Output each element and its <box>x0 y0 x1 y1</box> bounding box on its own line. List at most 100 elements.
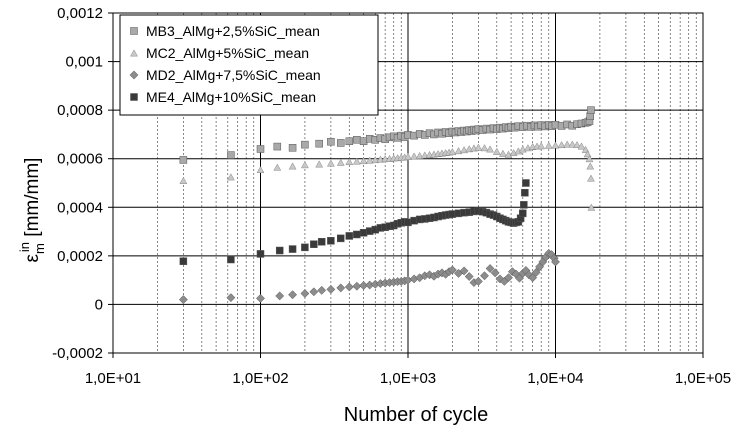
data-point <box>557 140 566 149</box>
data-point <box>326 159 335 167</box>
data-point <box>345 137 354 145</box>
data-point <box>344 282 354 292</box>
legend-marker <box>129 70 139 80</box>
y-axis-unit: [mm/mm] <box>22 158 43 242</box>
x-axis-label: Number of cycle <box>344 404 489 426</box>
data-point <box>492 147 501 155</box>
data-point <box>337 234 345 243</box>
data-point <box>352 157 361 165</box>
legend-item: MB3_AlMg+2,5%SiC_mean <box>130 23 320 39</box>
y-tick-label: 0,0006 <box>57 151 103 168</box>
data-point <box>521 188 529 197</box>
series-1 <box>179 106 595 164</box>
data-point <box>587 203 596 211</box>
series-layer <box>178 106 596 305</box>
data-point <box>524 270 534 280</box>
y-tick-label: 0 <box>95 296 103 313</box>
data-point <box>317 285 327 295</box>
data-point <box>371 156 380 164</box>
data-point <box>485 264 495 273</box>
data-point <box>326 284 336 294</box>
data-point <box>473 276 483 286</box>
data-point <box>315 160 324 168</box>
y-axis-subscript: m <box>32 243 47 254</box>
data-point <box>454 147 463 155</box>
data-point <box>459 266 469 276</box>
data-point <box>365 156 374 164</box>
data-point <box>587 174 595 182</box>
data-point <box>464 272 474 281</box>
data-point <box>226 293 236 303</box>
data-point <box>528 273 538 283</box>
data-point <box>504 273 513 283</box>
data-point <box>179 257 188 265</box>
y-axis-label: εmin [mm/mm] <box>17 158 47 263</box>
data-point <box>301 140 309 149</box>
x-tick-label: 1,0E+01 <box>85 370 141 387</box>
legend-label: MD2_AlMg+7,5%SiC_mean <box>146 67 321 83</box>
data-point <box>448 148 457 156</box>
data-point <box>336 158 345 166</box>
y-tick-label: 0,001 <box>65 54 103 71</box>
data-point <box>551 141 560 149</box>
data-point <box>507 267 517 277</box>
series-2 <box>179 140 596 211</box>
data-point <box>537 142 546 150</box>
y-tick-label: -0,0002 <box>52 345 103 362</box>
data-point <box>327 137 335 146</box>
data-point <box>353 136 361 144</box>
data-point <box>447 265 457 275</box>
data-point <box>275 291 285 301</box>
legend-label: MC2_AlMg+5%SiC_mean <box>146 45 309 61</box>
data-point <box>520 201 528 209</box>
data-point <box>585 155 594 163</box>
data-point <box>300 161 309 169</box>
data-point <box>587 106 595 114</box>
data-point <box>317 238 326 246</box>
data-point <box>273 142 282 151</box>
data-point <box>480 271 489 281</box>
y-axis-symbol: ε <box>22 253 43 262</box>
data-point <box>310 240 318 248</box>
y-tick-label: 0,0012 <box>57 5 103 22</box>
data-point <box>300 289 310 298</box>
data-point <box>227 151 235 159</box>
data-point <box>498 149 507 157</box>
data-point <box>519 209 527 218</box>
data-point <box>273 163 282 171</box>
data-point <box>551 257 560 267</box>
data-point <box>359 156 368 165</box>
data-point <box>531 267 541 277</box>
data-point <box>345 232 354 240</box>
y-tick-label: 0,0002 <box>57 248 103 265</box>
data-point <box>226 173 235 181</box>
x-tick-label: 1,0E+02 <box>232 370 288 387</box>
data-point <box>256 250 265 258</box>
data-point <box>301 243 309 252</box>
data-point <box>275 246 284 255</box>
data-point <box>337 139 345 147</box>
data-point <box>586 162 595 170</box>
data-point <box>415 151 424 159</box>
legend-item: MD2_AlMg+7,5%SiC_mean <box>129 67 321 83</box>
data-point <box>315 139 323 148</box>
data-point <box>353 230 361 239</box>
data-point <box>179 156 188 164</box>
series-4 <box>179 179 530 265</box>
data-point <box>288 245 297 253</box>
data-point <box>345 157 354 166</box>
data-point <box>179 176 188 184</box>
legend-label: ME4_AlMg+10%SiC_mean <box>146 89 316 105</box>
legend-item: ME4_AlMg+10%SiC_mean <box>130 89 316 105</box>
data-point <box>573 140 581 149</box>
data-point <box>309 287 319 297</box>
data-point <box>522 179 530 187</box>
data-point <box>336 283 346 293</box>
data-point <box>256 145 265 153</box>
data-point <box>288 144 297 152</box>
data-point <box>577 142 586 150</box>
legend-item: MC2_AlMg+5%SiC_mean <box>130 45 309 61</box>
data-point <box>563 140 572 148</box>
x-tick-label: 1,0E+03 <box>380 370 436 387</box>
